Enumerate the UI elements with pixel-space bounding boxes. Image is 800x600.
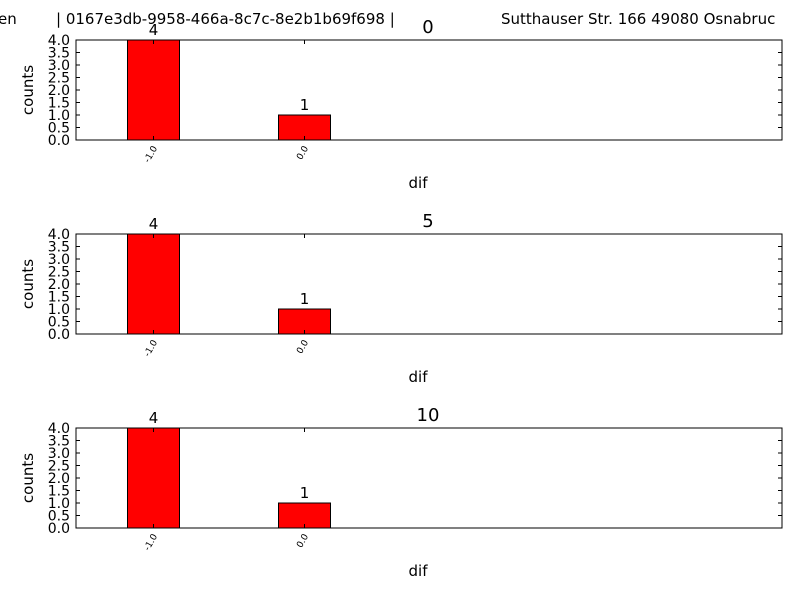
chart-1-ytick-label-0: 0.0 [48, 327, 70, 343]
chart-2-ytick-label-0: 0.0 [48, 521, 70, 537]
chart-0-data-label-1: 1 [300, 96, 310, 114]
chart-1-ytick-label-3: 1.5 [48, 290, 70, 306]
chart-0-data-label-0: 4 [149, 21, 159, 39]
chart-1-xlabel: dif [409, 368, 429, 386]
chart-0-ytick-label-4: 2.0 [48, 83, 70, 99]
chart-2-ylabel: counts [19, 453, 37, 503]
chart-0-ytick-label-5: 2.5 [48, 71, 70, 87]
chart-0-bar-0 [127, 39, 180, 141]
chart-2-data-label-1: 1 [300, 484, 310, 502]
chart-2-ytick-label-2: 1.0 [48, 496, 70, 512]
chart-0-ylabel: counts [19, 65, 37, 115]
chart-0-xtick-label-1: 0.0 [295, 144, 311, 162]
chart-2-axes-frame [75, 427, 783, 529]
chart-1-xtick-label-1: 0.0 [295, 338, 311, 356]
chart-1-ytick-label-6: 3.0 [48, 252, 70, 268]
header-left: en [0, 10, 17, 28]
chart-1-bar-0 [127, 233, 180, 335]
chart-1-xtick-label-0: -1.0 [143, 338, 161, 358]
chart-0-ytick-label-7: 3.5 [48, 46, 70, 62]
chart-2-ytick-label-3: 1.5 [48, 484, 70, 500]
chart-1-ytick-label-8: 4.0 [48, 227, 70, 243]
chart-1-ylabel: counts [19, 259, 37, 309]
chart-1-axes-frame [75, 233, 783, 335]
chart-1-ytick-label-7: 3.5 [48, 240, 70, 256]
chart-2-ytick-label-7: 3.5 [48, 434, 70, 450]
chart-0-ytick-label-3: 1.5 [48, 96, 70, 112]
chart-0-xlabel: dif [409, 174, 429, 192]
chart-0-title: 0 [422, 17, 433, 38]
chart-0-xtick-label-0: -1.0 [143, 144, 161, 164]
chart-1-ytick-label-4: 2.0 [48, 277, 70, 293]
chart-2-bar-1 [278, 502, 331, 529]
chart-2-ytick-label-4: 2.0 [48, 471, 70, 487]
chart-1-data-label-0: 4 [149, 215, 159, 233]
chart-2-bar-0 [127, 427, 180, 529]
chart-2-ytick-label-5: 2.5 [48, 459, 70, 475]
chart-2-xtick-label-0: -1.0 [143, 532, 161, 552]
chart-0-ytick-label-2: 1.0 [48, 108, 70, 124]
chart-2-ytick-label-6: 3.0 [48, 446, 70, 462]
chart-1-ytick-label-2: 1.0 [48, 302, 70, 318]
chart-1-data-label-1: 1 [300, 290, 310, 308]
chart-2-data-label-0: 4 [149, 409, 159, 427]
chart-2-ytick-label-8: 4.0 [48, 421, 70, 437]
chart-0-ytick-label-1: 0.5 [48, 121, 70, 137]
chart-0-ytick-label-8: 4.0 [48, 33, 70, 49]
header-middle: | 0167e3db-9958-466a-8c7c-8e2b1b69f698 | [56, 10, 395, 28]
chart-2-title: 10 [417, 405, 440, 426]
chart-2-ytick-label-1: 0.5 [48, 509, 70, 525]
chart-1-ytick-label-5: 2.5 [48, 265, 70, 281]
chart-2-xtick-label-1: 0.0 [295, 532, 311, 550]
chart-1-ytick-label-1: 0.5 [48, 315, 70, 331]
chart-2-xlabel: dif [409, 562, 429, 580]
chart-0-ytick-label-0: 0.0 [48, 133, 70, 149]
header-right: Sutthauser Str. 166 49080 Osnabruc [501, 10, 776, 28]
chart-0-ytick-label-6: 3.0 [48, 58, 70, 74]
chart-0-axes-frame [75, 39, 783, 141]
chart-1-title: 5 [422, 211, 433, 232]
figure-header: en | 0167e3db-9958-466a-8c7c-8e2b1b69f69… [0, 8, 800, 30]
